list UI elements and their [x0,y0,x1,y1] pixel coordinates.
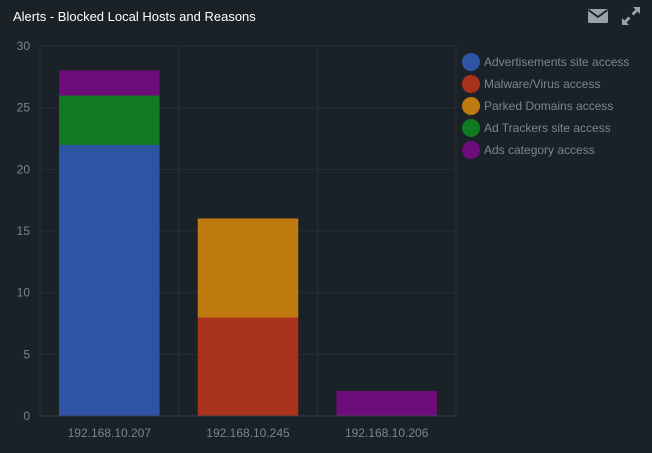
legend: Advertisements site access Malware/Virus … [462,53,629,159]
y-tick-label: 10 [17,286,31,300]
bar-segment[interactable] [59,95,160,145]
panel-header: Alerts - Blocked Local Hosts and Reasons [0,0,652,32]
expand-arrows-icon[interactable] [619,5,643,27]
envelope-icon[interactable] [586,5,610,27]
y-tick-label: 0 [23,409,30,423]
grid-lines [39,45,457,417]
panel-title: Alerts - Blocked Local Hosts and Reasons [13,9,256,24]
legend-swatch [462,53,480,71]
bar-segment[interactable] [59,70,160,96]
legend-label[interactable]: Ad Trackers site access [484,121,611,135]
bar-segment[interactable] [197,218,299,318]
bar-segment[interactable] [336,391,437,417]
y-tick-label: 5 [23,347,30,361]
bar-segment[interactable] [197,317,299,417]
x-tick-label: 192.168.10.206 [345,426,429,440]
y-tick-label: 15 [17,224,31,238]
bars [59,70,437,417]
legend-label[interactable]: Malware/Virus access [484,77,600,91]
y-tick-label: 25 [17,101,31,115]
axes: 0 5 10 15 20 25 30 192.168.10.207 192.168.10.245… [17,39,456,440]
legend-label[interactable]: Advertisements site access [484,55,629,69]
legend-swatch [462,97,480,115]
legend-swatch [462,141,480,159]
x-tick-label: 192.168.10.245 [206,426,290,440]
bar-segment[interactable] [59,144,160,417]
legend-swatch [462,119,480,137]
legend-label[interactable]: Ads category access [484,143,595,157]
legend-label[interactable]: Parked Domains access [484,99,613,113]
y-tick-label: 20 [17,162,31,176]
y-tick-label: 30 [17,39,31,53]
x-tick-label: 192.168.10.207 [68,426,152,440]
legend-swatch [462,75,480,93]
